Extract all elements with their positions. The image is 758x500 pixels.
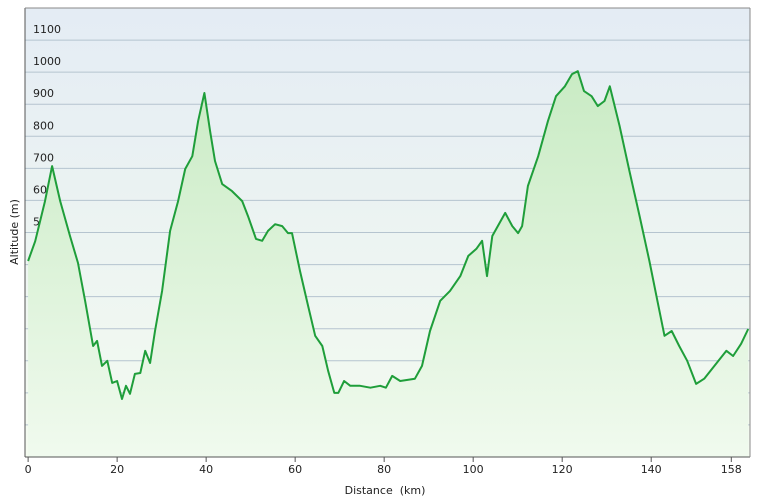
y-tick-label: 1100 xyxy=(33,23,61,36)
x-tick-label: 158 xyxy=(721,463,742,476)
x-tick-label: 0 xyxy=(25,463,32,476)
x-tick-label: 20 xyxy=(110,463,124,476)
x-tick-label: 40 xyxy=(199,463,213,476)
area-fill xyxy=(28,71,749,457)
x-tick-label: 120 xyxy=(552,463,573,476)
x-tick-label: 60 xyxy=(288,463,302,476)
y-tick-label: 700 xyxy=(33,151,54,164)
y-tick-label: 800 xyxy=(33,119,54,132)
elevation-line xyxy=(27,70,750,400)
y-tick-label: 900 xyxy=(33,87,54,100)
y-axis-label: Altitude (m) xyxy=(8,199,21,265)
x-tick-label: 80 xyxy=(377,463,391,476)
y-tick-label: 1000 xyxy=(33,55,61,68)
x-tick-label: 100 xyxy=(463,463,484,476)
x-tick-label: 140 xyxy=(641,463,662,476)
x-axis-label: Distance (km) xyxy=(345,484,426,497)
